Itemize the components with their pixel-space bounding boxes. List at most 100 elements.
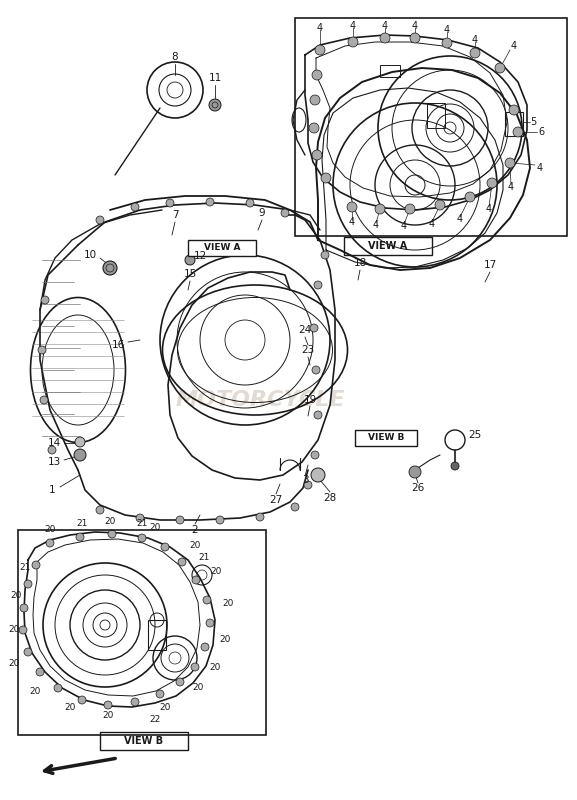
Circle shape	[96, 216, 104, 224]
Bar	[344, 237, 432, 255]
Text: 8: 8	[172, 52, 178, 62]
Text: 20: 20	[159, 702, 171, 711]
Circle shape	[347, 202, 357, 212]
Text: 4: 4	[349, 217, 355, 227]
Text: 13: 13	[47, 457, 61, 467]
Circle shape	[315, 45, 325, 55]
Text: 7: 7	[172, 210, 178, 220]
Circle shape	[470, 48, 480, 58]
Text: 20: 20	[44, 526, 56, 534]
Text: 4: 4	[382, 21, 388, 31]
Text: 4: 4	[444, 25, 450, 35]
Circle shape	[206, 619, 214, 627]
Bar	[148, 620, 166, 650]
Text: VIEW A: VIEW A	[204, 243, 240, 253]
Text: 4: 4	[537, 163, 543, 173]
Circle shape	[451, 462, 459, 470]
Text: 4: 4	[511, 41, 517, 51]
Circle shape	[321, 251, 329, 259]
Text: VIEW B: VIEW B	[368, 434, 404, 442]
Circle shape	[409, 466, 421, 478]
Text: 16: 16	[111, 340, 125, 350]
Circle shape	[178, 558, 186, 566]
Circle shape	[192, 576, 200, 584]
Circle shape	[41, 296, 49, 304]
Circle shape	[38, 346, 46, 354]
Circle shape	[442, 38, 452, 48]
Circle shape	[311, 468, 325, 482]
Circle shape	[310, 95, 320, 105]
Text: 4: 4	[401, 221, 407, 231]
Circle shape	[138, 534, 146, 542]
Circle shape	[312, 366, 320, 374]
Bar	[18, 530, 266, 735]
Text: 19: 19	[304, 395, 317, 405]
Circle shape	[131, 698, 139, 706]
Circle shape	[136, 514, 144, 522]
Text: 20: 20	[209, 663, 220, 673]
Text: 22: 22	[149, 715, 160, 725]
Text: 20: 20	[149, 522, 160, 531]
Circle shape	[509, 105, 519, 115]
Circle shape	[304, 481, 312, 489]
Text: 20: 20	[192, 683, 204, 693]
Circle shape	[24, 648, 32, 656]
Text: 4: 4	[472, 35, 478, 45]
Text: MOTORCYCLE: MOTORCYCLE	[175, 390, 345, 410]
Circle shape	[104, 701, 112, 709]
Circle shape	[465, 192, 475, 202]
Circle shape	[46, 539, 54, 547]
Text: 20: 20	[102, 711, 114, 721]
Text: 4: 4	[508, 182, 514, 192]
Bar	[380, 65, 400, 77]
Text: 10: 10	[84, 250, 96, 260]
Text: 4: 4	[412, 21, 418, 31]
Text: 24: 24	[298, 325, 312, 335]
Circle shape	[281, 209, 289, 217]
Circle shape	[209, 99, 221, 111]
Text: 20: 20	[10, 590, 22, 599]
Text: 17: 17	[484, 260, 497, 270]
Text: 26: 26	[411, 483, 425, 493]
Text: 20: 20	[210, 567, 222, 577]
Text: 20: 20	[189, 542, 201, 550]
Circle shape	[32, 561, 40, 569]
Bar	[505, 112, 523, 136]
Text: 20: 20	[104, 518, 115, 526]
Circle shape	[19, 626, 27, 634]
Text: 4: 4	[373, 220, 379, 230]
Circle shape	[96, 506, 104, 514]
Circle shape	[310, 324, 318, 332]
Circle shape	[75, 437, 85, 447]
Circle shape	[161, 543, 169, 551]
Text: 3: 3	[302, 475, 308, 485]
Circle shape	[131, 203, 139, 211]
Circle shape	[435, 200, 445, 210]
Circle shape	[309, 123, 319, 133]
Text: 12: 12	[193, 251, 207, 261]
Text: 4: 4	[350, 21, 356, 31]
Circle shape	[321, 173, 331, 183]
Text: 14: 14	[47, 438, 61, 448]
Text: 21: 21	[19, 563, 31, 573]
Text: VIEW A: VIEW A	[368, 241, 407, 251]
Circle shape	[20, 604, 28, 612]
Circle shape	[191, 663, 199, 671]
Circle shape	[487, 178, 497, 188]
Circle shape	[312, 70, 322, 80]
Text: 4: 4	[317, 23, 323, 33]
Text: 20: 20	[219, 635, 231, 645]
Circle shape	[166, 199, 174, 207]
Circle shape	[216, 516, 224, 524]
Circle shape	[348, 37, 358, 47]
Circle shape	[291, 503, 299, 511]
Circle shape	[495, 63, 505, 73]
Text: 20: 20	[64, 703, 76, 713]
Bar	[427, 103, 445, 128]
Text: 5: 5	[530, 117, 536, 127]
Text: 25: 25	[469, 430, 482, 440]
Circle shape	[108, 530, 116, 538]
Text: 9: 9	[258, 208, 265, 218]
Circle shape	[380, 33, 390, 43]
Text: 20: 20	[222, 598, 234, 607]
